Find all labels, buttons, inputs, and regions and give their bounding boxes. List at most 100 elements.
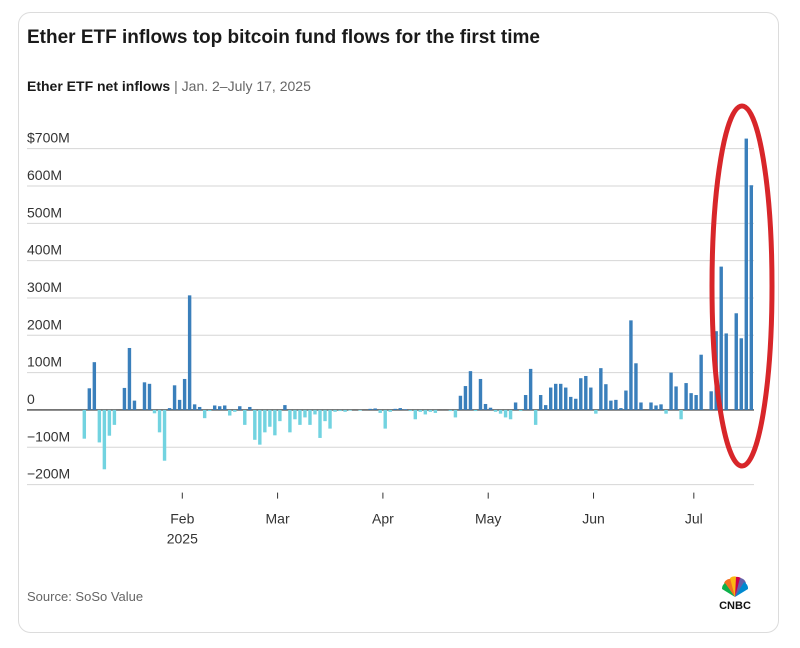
y-tick-label: 600M bbox=[27, 167, 62, 183]
bar bbox=[594, 409, 598, 414]
subtitle-note: | Jan. 2–July 17, 2025 bbox=[174, 78, 311, 94]
bar bbox=[483, 403, 488, 410]
bar bbox=[659, 404, 663, 410]
bar bbox=[719, 266, 723, 410]
bar bbox=[589, 387, 593, 410]
bar bbox=[478, 378, 483, 410]
bar bbox=[167, 408, 172, 410]
x-tick-label: Jul bbox=[685, 511, 703, 527]
plot-area: −200M −100M 0 100M 200M 300M 400M 500M 600M $700M… bbox=[27, 130, 754, 547]
x-tick-label: Mar bbox=[266, 511, 290, 527]
bar bbox=[518, 409, 523, 412]
bar bbox=[564, 387, 568, 410]
bar bbox=[493, 409, 498, 412]
bar bbox=[403, 409, 407, 410]
bar bbox=[609, 400, 613, 410]
bar bbox=[634, 363, 638, 410]
bar bbox=[288, 409, 292, 433]
bar bbox=[328, 409, 332, 429]
bar bbox=[614, 399, 618, 410]
y-tick-label: 100M bbox=[27, 354, 62, 370]
bar bbox=[599, 368, 603, 410]
bar bbox=[97, 409, 102, 443]
bar bbox=[579, 378, 583, 410]
bar bbox=[368, 408, 372, 410]
bar bbox=[182, 378, 187, 410]
bar bbox=[378, 409, 382, 413]
bar bbox=[624, 390, 628, 410]
bar bbox=[664, 409, 668, 414]
bar bbox=[102, 409, 107, 470]
bar bbox=[473, 409, 478, 412]
bar bbox=[142, 382, 147, 410]
bar bbox=[313, 409, 317, 415]
y-tick-label: 400M bbox=[27, 242, 62, 258]
bar bbox=[112, 409, 117, 425]
bar bbox=[162, 409, 167, 461]
bar bbox=[388, 409, 392, 412]
bar bbox=[508, 409, 513, 420]
bar bbox=[253, 409, 257, 440]
bar bbox=[212, 405, 217, 410]
bar bbox=[413, 409, 417, 420]
highlight-ellipse bbox=[709, 103, 775, 469]
bar bbox=[699, 354, 703, 410]
bar bbox=[233, 409, 237, 412]
bar bbox=[684, 383, 688, 410]
x-tick-label: May bbox=[475, 511, 501, 527]
bar bbox=[639, 402, 643, 410]
bar bbox=[694, 395, 698, 410]
bar bbox=[373, 408, 377, 410]
bar bbox=[132, 400, 137, 410]
x-sublabel: 2025 bbox=[167, 531, 198, 547]
card-frame bbox=[18, 12, 779, 633]
bar bbox=[298, 409, 302, 425]
bar bbox=[398, 408, 402, 410]
bar bbox=[258, 409, 262, 445]
bar bbox=[488, 407, 493, 410]
bar bbox=[107, 409, 112, 436]
bar bbox=[513, 402, 518, 410]
bar bbox=[82, 409, 87, 439]
bar bbox=[293, 409, 297, 420]
bar bbox=[207, 409, 212, 412]
bar bbox=[192, 404, 197, 410]
x-tick-label: Apr bbox=[372, 511, 394, 527]
bar bbox=[584, 375, 588, 410]
bar bbox=[543, 405, 548, 410]
bar bbox=[218, 406, 222, 410]
bar bbox=[278, 409, 282, 422]
bar bbox=[734, 313, 738, 410]
cnbc-logo: CNBC bbox=[719, 576, 751, 612]
bar bbox=[393, 408, 397, 410]
bar bbox=[503, 409, 508, 418]
logo-feather bbox=[735, 578, 746, 597]
bar bbox=[453, 409, 458, 418]
bar bbox=[197, 406, 202, 410]
bar bbox=[679, 409, 683, 420]
bar bbox=[358, 409, 362, 411]
bar bbox=[338, 409, 342, 412]
y-tick-label: 500M bbox=[27, 204, 62, 220]
bar bbox=[122, 387, 127, 410]
bar bbox=[629, 320, 633, 410]
x-tick-label: Jun bbox=[582, 511, 605, 527]
bar bbox=[423, 409, 428, 415]
bar bbox=[498, 409, 503, 414]
chart-title: Ether ETF inflows top bitcoin fund flows… bbox=[27, 27, 540, 48]
bar bbox=[654, 405, 658, 410]
bar bbox=[383, 409, 387, 429]
bar bbox=[408, 409, 412, 412]
bar bbox=[569, 396, 573, 410]
bar bbox=[533, 409, 538, 425]
y-tick-label: 0 bbox=[27, 391, 35, 407]
bar bbox=[669, 372, 673, 410]
bar bbox=[228, 409, 232, 416]
chart-subtitle: Ether ETF net inflows | Jan. 2–July 17, 2… bbox=[27, 78, 311, 94]
bar bbox=[739, 338, 743, 410]
x-tick-label: Feb bbox=[170, 511, 194, 527]
bar bbox=[649, 402, 653, 410]
bar bbox=[468, 371, 473, 410]
bar bbox=[709, 391, 713, 410]
